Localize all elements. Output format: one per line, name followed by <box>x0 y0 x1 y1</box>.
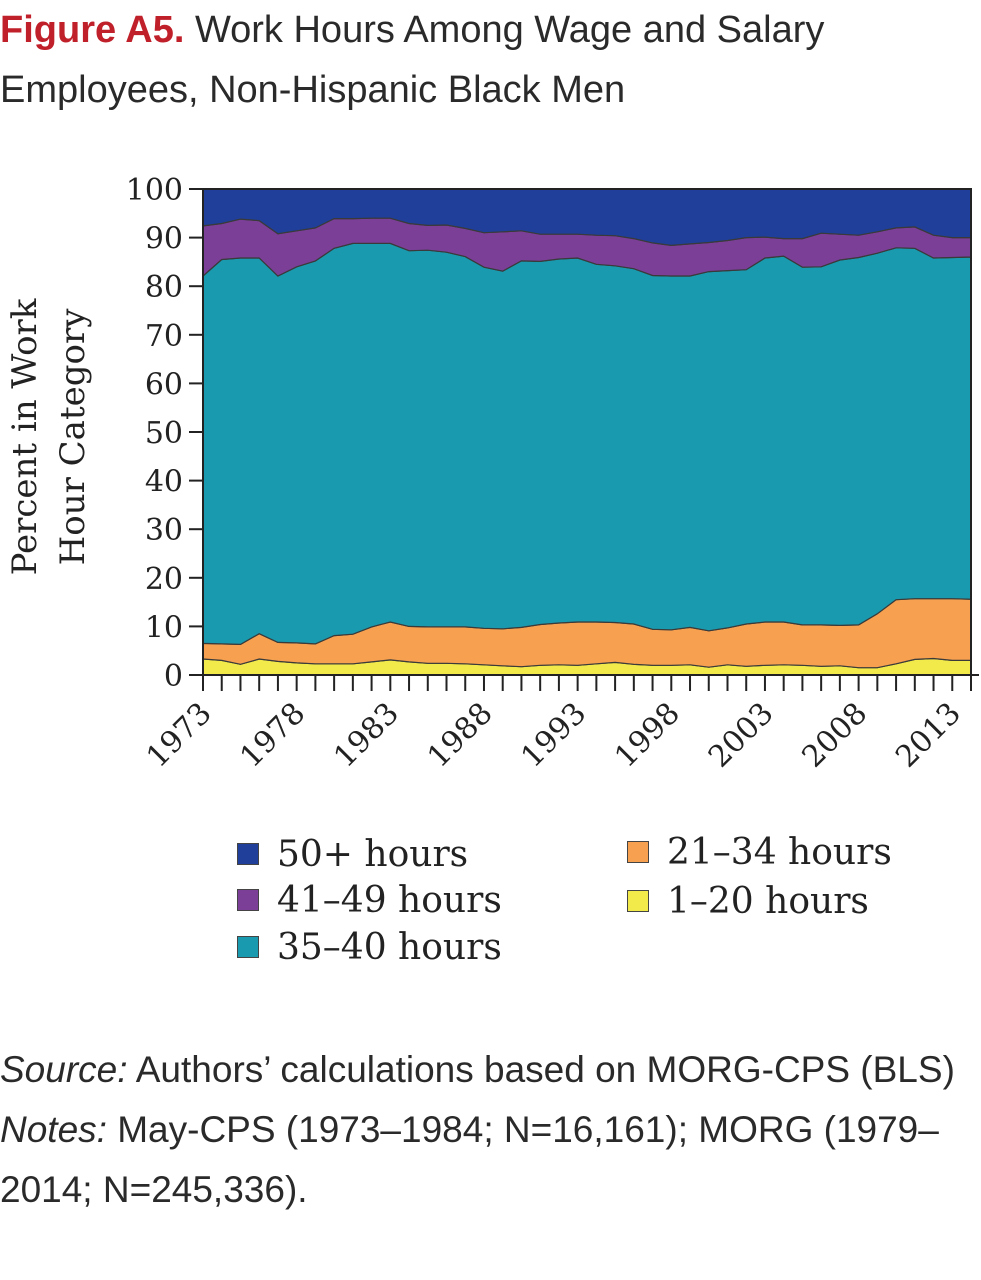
legend-item-35-40: 35–40 hours <box>237 926 502 970</box>
figure-title-text: Work Hours Among Wage and Salary Employe… <box>0 9 825 111</box>
legend-swatch-50-plus <box>237 843 259 865</box>
source-note: Source: Authors’ calculations based on M… <box>0 1040 981 1100</box>
x-tick-label: 1983 <box>327 696 406 775</box>
x-tick-label: 2008 <box>796 696 875 775</box>
figure-title: Figure A5. Work Hours Among Wage and Sal… <box>0 0 981 120</box>
x-tick-label: 1973 <box>140 696 219 775</box>
y-axis-label-line-2: Hour Category <box>53 308 93 566</box>
chart-areas <box>202 188 972 676</box>
figure-label: Figure A5. <box>0 9 185 51</box>
y-tick-label: 30 <box>145 513 183 548</box>
y-axis-label-line-1: Percent in Work <box>5 298 45 575</box>
legend-label-41-49: 41–49 hours <box>277 880 502 921</box>
y-tick-label: 0 <box>164 659 183 694</box>
x-tick-label: 1998 <box>608 696 687 775</box>
figure-footer: Source: Authors’ calculations based on M… <box>0 1040 981 1220</box>
y-tick-label: 90 <box>145 222 183 257</box>
legend-swatch-1-20 <box>627 890 649 912</box>
x-tick-label: 2003 <box>702 696 781 775</box>
x-tick-label: 1978 <box>234 696 313 775</box>
y-tick-label: 10 <box>145 610 183 645</box>
y-tick-label: 70 <box>145 319 183 354</box>
source-label: Source: <box>0 1049 128 1090</box>
legend-label-35-40: 35–40 hours <box>277 927 502 968</box>
x-tick-label: 1993 <box>515 696 594 775</box>
legend-swatch-35-40 <box>237 936 259 958</box>
x-tick-label: 2013 <box>889 696 968 775</box>
legend-item-1-20: 1–20 hours <box>627 880 869 924</box>
y-tick-label: 80 <box>145 270 183 305</box>
y-tick-label: 100 <box>126 173 183 208</box>
legend-swatch-41-49 <box>237 889 259 911</box>
y-axis: 0 10 20 30 40 50 60 70 80 90 100 <box>126 173 203 694</box>
legend-label-21-34: 21–34 hours <box>667 832 892 873</box>
x-tick-label: 1988 <box>421 696 500 775</box>
legend-item-50-plus: 50+ hours <box>237 833 468 877</box>
y-tick-label: 50 <box>145 416 183 451</box>
y-tick-label: 40 <box>145 465 183 500</box>
legend-item-41-49: 41–49 hours <box>237 879 502 923</box>
x-axis: 1973 1978 1983 1988 1993 1998 2003 2008 2013 <box>140 674 979 775</box>
legend-label-1-20: 1–20 hours <box>667 881 869 922</box>
notes: Notes: May-CPS (1973–1984; N=16,161); MO… <box>0 1100 981 1220</box>
y-tick-label: 60 <box>145 367 183 402</box>
legend-label-50-plus: 50+ hours <box>277 834 469 875</box>
area-series-2 <box>202 242 972 646</box>
legend-item-21-34: 21–34 hours <box>627 831 892 875</box>
legend-swatch-21-34 <box>627 841 649 863</box>
y-tick-label: 20 <box>145 562 183 597</box>
notes-label: Notes: <box>0 1109 107 1150</box>
notes-text: May-CPS (1973–1984; N=16,161); MORG (197… <box>0 1109 939 1210</box>
source-text: Authors’ calculations based on MORG-CPS … <box>127 1049 955 1090</box>
